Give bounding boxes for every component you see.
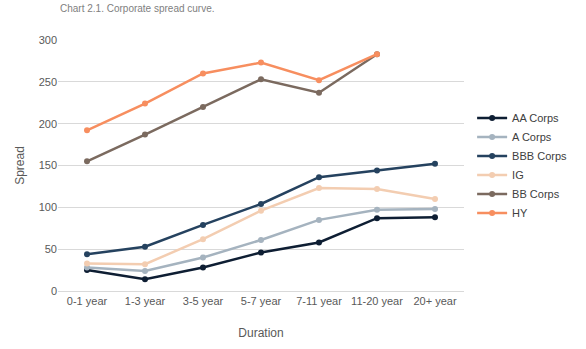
svg-text:0-1 year: 0-1 year xyxy=(67,295,108,307)
svg-text:20+ year: 20+ year xyxy=(413,295,456,307)
svg-text:5-7 year: 5-7 year xyxy=(241,295,282,307)
svg-text:AA Corps: AA Corps xyxy=(512,112,559,124)
svg-text:100: 100 xyxy=(39,201,57,213)
svg-text:50: 50 xyxy=(45,243,57,255)
svg-text:Chart 2.1. Corporate spread cu: Chart 2.1. Corporate spread curve. xyxy=(60,3,215,14)
svg-text:HY: HY xyxy=(512,207,528,219)
svg-text:11-20 year: 11-20 year xyxy=(351,295,403,307)
svg-text:200: 200 xyxy=(39,118,57,130)
svg-text:1-3 year: 1-3 year xyxy=(125,295,166,307)
svg-text:Duration: Duration xyxy=(238,326,283,340)
svg-text:3-5 year: 3-5 year xyxy=(183,295,224,307)
svg-text:250: 250 xyxy=(39,76,57,88)
svg-text:Spread: Spread xyxy=(13,146,27,185)
svg-text:150: 150 xyxy=(39,159,57,171)
svg-text:300: 300 xyxy=(39,34,57,46)
svg-text:7-11 year: 7-11 year xyxy=(296,295,342,307)
svg-text:BBB Corps: BBB Corps xyxy=(512,150,567,162)
svg-text:0: 0 xyxy=(51,285,57,297)
svg-text:A Corps: A Corps xyxy=(512,131,552,143)
svg-text:BB Corps: BB Corps xyxy=(512,188,560,200)
svg-text:IG: IG xyxy=(512,169,524,181)
